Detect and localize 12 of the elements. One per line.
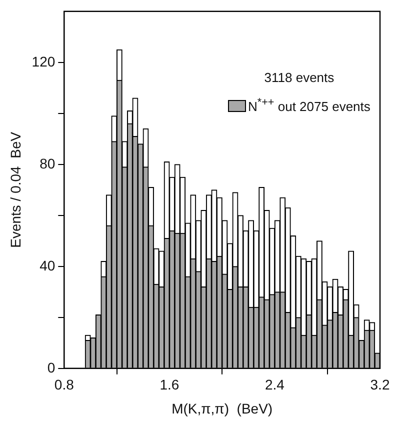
x-axis-title: M(K,π,π) (BeV) bbox=[172, 400, 273, 416]
x-tick-label: 1.6 bbox=[160, 376, 180, 393]
x-tick-label: 0.8 bbox=[54, 376, 74, 393]
x-tick-label: 3.2 bbox=[370, 376, 390, 393]
annotation: 3118 events bbox=[263, 69, 336, 88]
y-tick-label: 40 bbox=[40, 257, 56, 274]
y-axis-title: Events / 0.04 BeV bbox=[7, 131, 24, 248]
y-tick-label: 120 bbox=[32, 53, 56, 70]
legend-label: N$^{*++}$ out 2075 events bbox=[248, 96, 370, 114]
x-tick-label: 2.4 bbox=[264, 376, 285, 393]
y-tick-label: 80 bbox=[40, 155, 56, 172]
y-tick-label: 0 bbox=[47, 359, 56, 376]
